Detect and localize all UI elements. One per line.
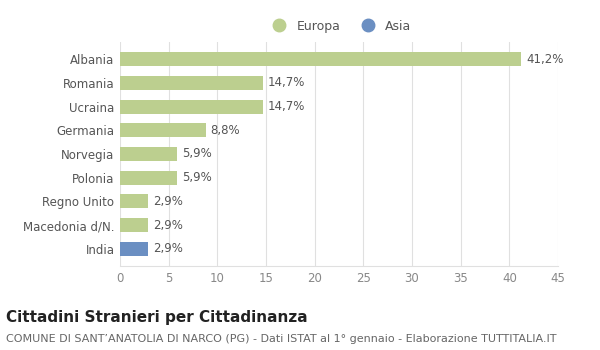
Bar [120,170,178,185]
Text: COMUNE DI SANT’ANATOLIA DI NARCO (PG) - Dati ISTAT al 1° gennaio - Elaborazione : COMUNE DI SANT’ANATOLIA DI NARCO (PG) - … [6,334,557,344]
Bar [120,123,206,138]
Text: 41,2%: 41,2% [526,53,563,66]
Bar [120,76,263,90]
Text: 2,9%: 2,9% [153,242,183,255]
Text: 2,9%: 2,9% [153,195,183,208]
Bar [120,218,148,232]
Legend: Europa, Asia: Europa, Asia [262,15,416,38]
Bar [120,99,263,114]
Text: 14,7%: 14,7% [268,76,305,90]
Bar [120,194,148,209]
Bar [120,241,148,256]
Text: 5,9%: 5,9% [182,147,212,161]
Bar [120,52,521,66]
Text: 5,9%: 5,9% [182,171,212,184]
Text: Cittadini Stranieri per Cittadinanza: Cittadini Stranieri per Cittadinanza [6,310,308,325]
Bar [120,147,178,161]
Text: 2,9%: 2,9% [153,218,183,232]
Text: 14,7%: 14,7% [268,100,305,113]
Text: 8,8%: 8,8% [211,124,240,137]
